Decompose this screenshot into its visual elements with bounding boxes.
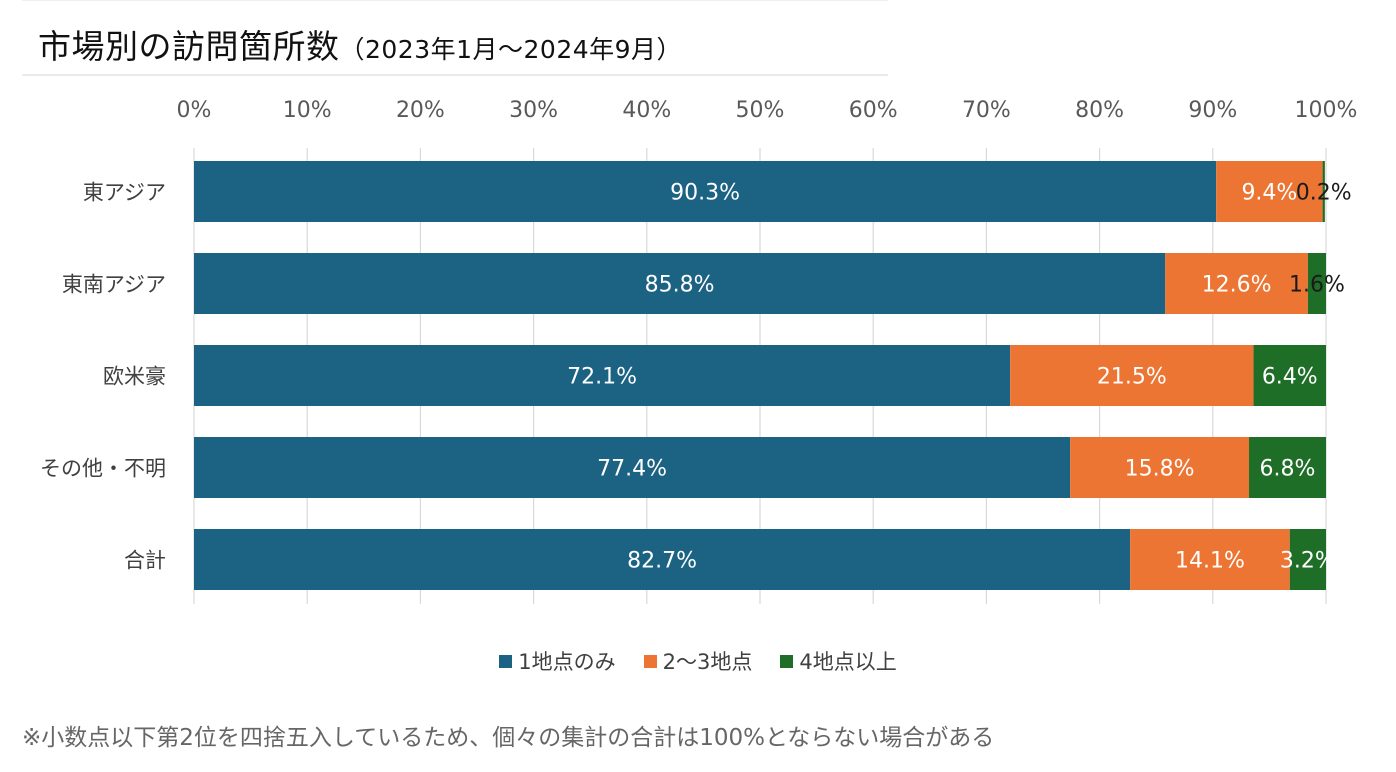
data-label: 0.2% (1296, 181, 1352, 206)
legend-label-series-1: 1地点のみ (518, 650, 616, 674)
bar-segment (194, 253, 1166, 314)
bar-segment (1070, 437, 1250, 498)
legend-swatch-series-3 (780, 654, 794, 668)
bar-segment (1010, 345, 1254, 406)
bar-segment (1253, 345, 1326, 406)
legend-swatch-series-2 (643, 654, 657, 668)
bar-segments (194, 161, 1326, 590)
bar-segment (1249, 437, 1326, 498)
legend-item-series-1: 1地点のみ (499, 646, 616, 676)
category-label: 東アジア (83, 181, 166, 205)
x-tick-label: 20% (396, 98, 445, 123)
data-labels: 90.3% 9.4%0.2% 85.8% 12.6% 1.6% 72.1% 21.5% 6.4… (567, 181, 1352, 574)
chart-title-sub: （2023年1月～2024年9月） (339, 35, 683, 64)
x-tick-label: 10% (283, 98, 332, 123)
data-label: 14.1% (1175, 549, 1245, 574)
x-tick-label: 0% (177, 98, 212, 123)
bar-segment (1130, 529, 1290, 590)
top-rule (22, 0, 888, 1)
bar-segment (194, 345, 1011, 406)
bar-segment (194, 161, 1217, 222)
title-divider (22, 74, 888, 76)
x-tick-label: 100% (1295, 98, 1358, 123)
bar-segment (1216, 161, 1323, 222)
x-tick-label: 90% (1188, 98, 1237, 123)
category-label: その他・不明 (40, 457, 166, 481)
bar-segment (1307, 253, 1326, 314)
bar-segment (1165, 253, 1308, 314)
data-label: 12.6% (1202, 273, 1272, 298)
footnote: ※小数点以下第2位を四捨五入しているため、個々の集計の合計は100%とならない場… (22, 725, 995, 751)
data-label: 6.8% (1260, 457, 1316, 482)
x-tick-label: 50% (736, 98, 785, 123)
data-label: 72.1% (567, 365, 637, 390)
category-label: 合計 (124, 549, 166, 573)
data-label: 21.5% (1097, 365, 1167, 390)
legend-item-series-2: 2～3地点 (643, 646, 753, 676)
data-label: 6.4% (1262, 365, 1318, 390)
data-label: 90.3% (670, 181, 740, 206)
data-label: 15.8% (1125, 457, 1195, 482)
data-label: 77.4% (597, 457, 667, 482)
stacked-bar-chart: 0% 10% 20% 30% 40% 50% 60% 70% 80% 90% 100% 東アジア東南… (40, 98, 1358, 604)
data-label: 82.7% (627, 549, 697, 574)
data-label: 85.8% (645, 273, 715, 298)
bar-segment (1289, 529, 1326, 590)
data-label: 3.2% (1280, 549, 1336, 574)
x-tick-label: 70% (962, 98, 1011, 123)
chart-title: 市場別の訪問箇所数（2023年1月～2024年9月） (38, 20, 682, 68)
chart-title-main: 市場別の訪問箇所数 (38, 27, 340, 66)
x-tick-label: 80% (1075, 98, 1124, 123)
legend-item-series-3: 4地点以上 (780, 646, 897, 676)
bar-segment (194, 437, 1071, 498)
x-axis-tick-labels: 0% 10% 20% 30% 40% 50% 60% 70% 80% 90% 100% (177, 98, 1358, 123)
bar-segment (194, 529, 1131, 590)
category-label: 欧米豪 (103, 365, 166, 389)
legend-label-series-2: 2～3地点 (662, 650, 753, 674)
legend-swatch-series-1 (499, 654, 513, 668)
data-label: 1.6% (1289, 273, 1345, 298)
x-tick-label: 30% (509, 98, 558, 123)
bar-segment (1322, 161, 1325, 222)
data-label: 9.4% (1241, 181, 1297, 206)
x-tick-label: 40% (622, 98, 671, 123)
legend-label-series-3: 4地点以上 (799, 650, 897, 674)
legend: 1地点のみ 2～3地点 4地点以上 (0, 646, 1396, 676)
category-label: 東南アジア (62, 273, 166, 297)
x-tick-label: 60% (849, 98, 898, 123)
